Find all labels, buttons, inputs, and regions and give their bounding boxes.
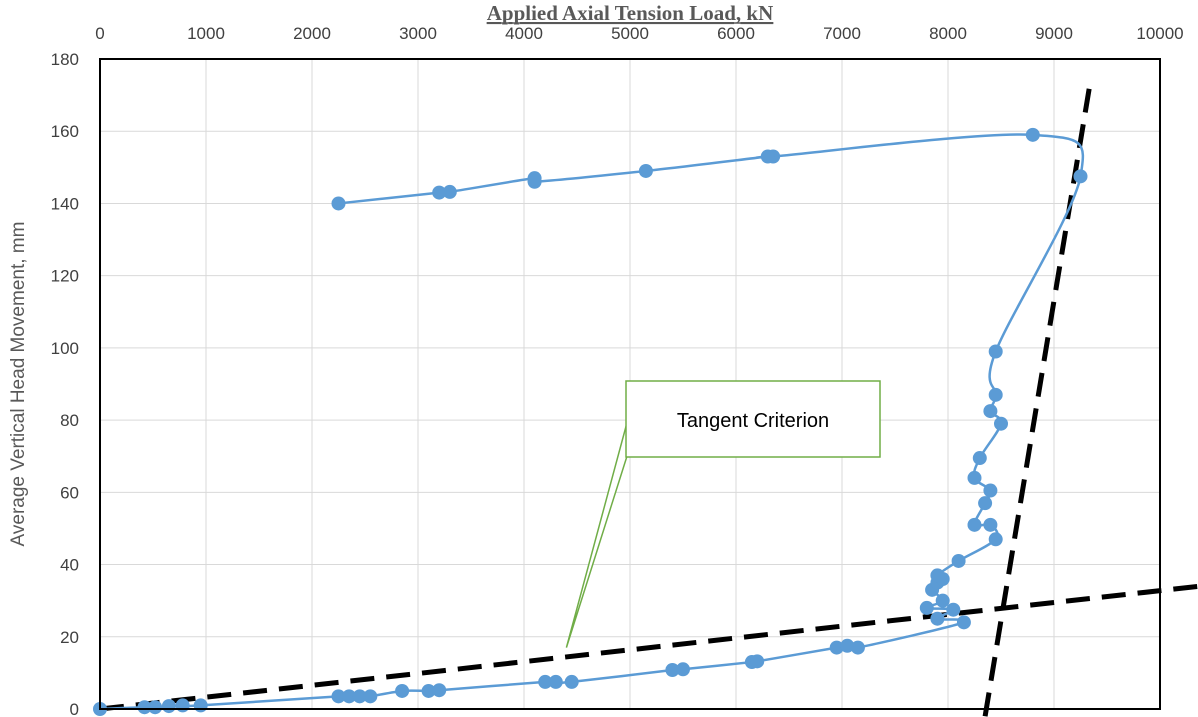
x-tick-label: 4000 (505, 24, 543, 43)
data-point (421, 683, 436, 698)
data-point (760, 149, 775, 164)
data-point (342, 689, 357, 704)
tangent-line (99, 583, 1198, 712)
data-point (840, 638, 855, 653)
data-point (951, 553, 966, 568)
data-point (829, 640, 844, 655)
y-axis-title: Average Vertical Head Movement, mm (8, 222, 29, 547)
data-point (1025, 127, 1040, 142)
x-tick-label: 7000 (823, 24, 861, 43)
data-point (175, 698, 190, 713)
y-tick-label: 80 (60, 411, 79, 430)
y-tick-label: 0 (70, 700, 79, 717)
annotations: Tangent Criterion (565, 380, 881, 648)
y-tick-label: 100 (51, 339, 79, 358)
tangent-lines (99, 76, 1198, 717)
data-point (352, 689, 367, 704)
data-point (983, 404, 998, 419)
data-point (527, 171, 542, 186)
data-point (988, 387, 1003, 402)
y-tick-label: 60 (60, 483, 79, 502)
data-point (442, 184, 457, 199)
data-point (983, 483, 998, 498)
data-point (331, 689, 346, 704)
y-tick-label: 160 (51, 122, 79, 141)
x-tick-label: 2000 (293, 24, 331, 43)
data-point (638, 163, 653, 178)
y-tick-label: 120 (51, 267, 79, 286)
data-point (935, 593, 950, 608)
data-point (161, 699, 176, 714)
data-point (363, 689, 378, 704)
tick-labels: 0 1000 2000 3000 4000 5000 6000 7000 8000 9000 100… (51, 24, 1184, 717)
data-point (538, 674, 553, 689)
data-point (994, 416, 1008, 431)
x-tick-label: 5000 (611, 24, 649, 43)
data-series (93, 127, 1088, 716)
data-point (750, 654, 765, 669)
data-point (548, 674, 563, 689)
callout-text: Tangent Criterion (677, 410, 829, 432)
data-point (665, 663, 680, 677)
data-point (331, 196, 346, 211)
data-point (148, 700, 163, 715)
data-point (930, 568, 945, 583)
data-point (988, 532, 1003, 547)
data-point (983, 517, 998, 532)
data-point (919, 600, 934, 615)
data-point (850, 640, 865, 655)
x-tick-label: 3000 (399, 24, 437, 43)
data-point (193, 698, 208, 713)
y-tick-label: 140 (51, 194, 79, 213)
data-point (988, 344, 1003, 359)
data-point (930, 611, 945, 626)
x-tick-label: 1000 (187, 24, 225, 43)
x-tick-label: 10000 (1136, 24, 1183, 43)
y-tick-label: 40 (60, 556, 79, 575)
data-point (564, 674, 579, 689)
x-tick-label: 0 (95, 24, 104, 43)
y-tick-label: 180 (51, 50, 79, 69)
data-point (1073, 169, 1088, 184)
callout-pointer (565, 418, 629, 648)
y-tick-label: 20 (60, 628, 79, 647)
data-point (676, 662, 690, 677)
data-point (972, 451, 987, 466)
data-point (967, 470, 982, 485)
x-tick-label: 8000 (929, 24, 967, 43)
data-point (978, 496, 993, 511)
data-point (137, 700, 152, 715)
data-point (967, 517, 982, 532)
plot-border (99, 58, 1161, 710)
data-point (946, 602, 961, 617)
data-point (432, 683, 447, 698)
x-axis-title: Applied Axial Tension Load, kN (487, 1, 774, 25)
callout-box (625, 380, 881, 458)
x-tick-label: 6000 (717, 24, 755, 43)
data-point (956, 615, 971, 630)
data-point (395, 683, 410, 698)
x-tick-label: 9000 (1035, 24, 1073, 43)
data-point (432, 185, 447, 200)
